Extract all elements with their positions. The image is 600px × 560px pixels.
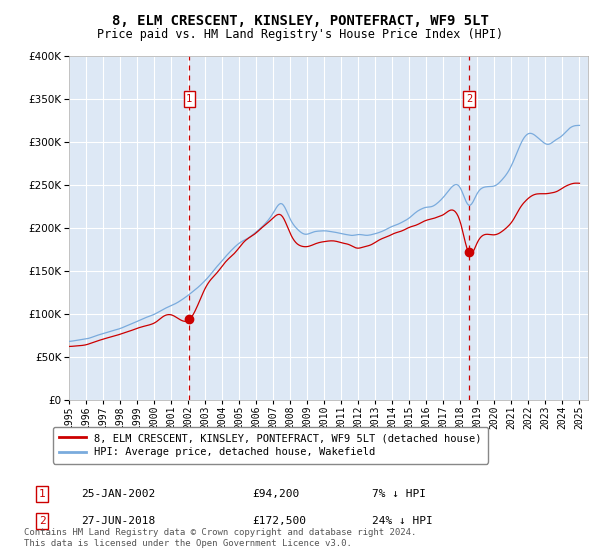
Text: Contains HM Land Registry data © Crown copyright and database right 2024.
This d: Contains HM Land Registry data © Crown c… [24, 528, 416, 548]
Text: 1: 1 [186, 94, 193, 104]
Text: £172,500: £172,500 [252, 516, 306, 526]
Text: 7% ↓ HPI: 7% ↓ HPI [372, 489, 426, 499]
Text: £94,200: £94,200 [252, 489, 299, 499]
Text: Price paid vs. HM Land Registry's House Price Index (HPI): Price paid vs. HM Land Registry's House … [97, 28, 503, 41]
Text: 1: 1 [38, 489, 46, 499]
Text: 27-JUN-2018: 27-JUN-2018 [81, 516, 155, 526]
Text: 8, ELM CRESCENT, KINSLEY, PONTEFRACT, WF9 5LT: 8, ELM CRESCENT, KINSLEY, PONTEFRACT, WF… [112, 14, 488, 28]
Text: 2: 2 [466, 94, 472, 104]
Text: 2: 2 [38, 516, 46, 526]
Text: 25-JAN-2002: 25-JAN-2002 [81, 489, 155, 499]
Legend: 8, ELM CRESCENT, KINSLEY, PONTEFRACT, WF9 5LT (detached house), HPI: Average pri: 8, ELM CRESCENT, KINSLEY, PONTEFRACT, WF… [53, 427, 488, 464]
Text: 24% ↓ HPI: 24% ↓ HPI [372, 516, 433, 526]
